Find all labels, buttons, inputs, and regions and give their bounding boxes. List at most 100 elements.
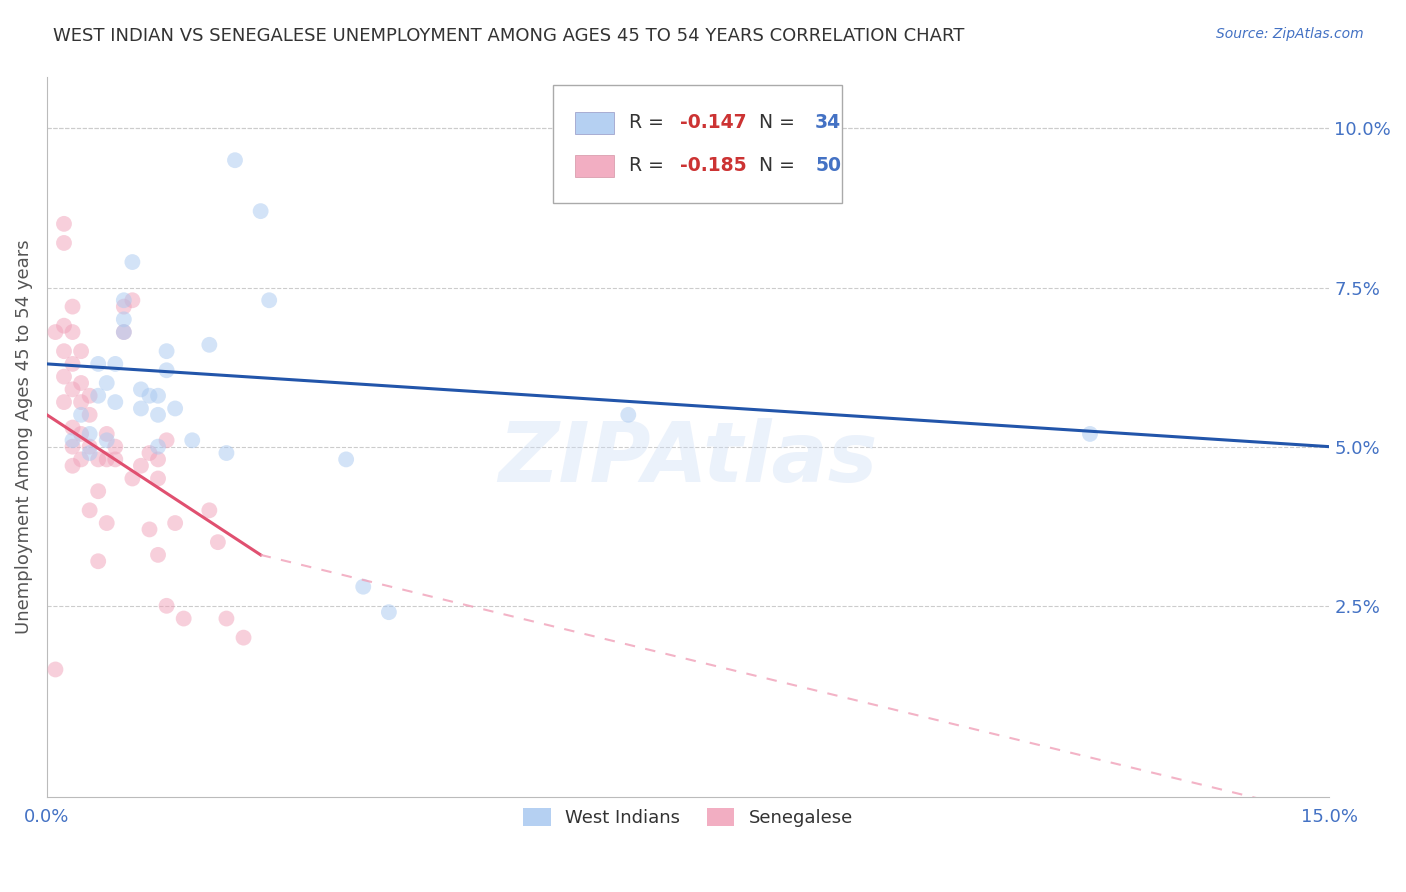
Point [104, 452, 127, 467]
Point [79, 426, 101, 441]
Text: N =: N = [747, 113, 801, 132]
Point [62, 325, 84, 339]
Point [87, 357, 110, 371]
Point [224, 153, 246, 168]
Point [79, 408, 101, 422]
Point [138, 389, 160, 403]
Point [198, 503, 221, 517]
FancyBboxPatch shape [554, 85, 842, 203]
Point [1078, 426, 1101, 441]
Point [215, 611, 238, 625]
Text: WEST INDIAN VS SENEGALESE UNEMPLOYMENT AMONG AGES 45 TO 54 YEARS CORRELATION CHA: WEST INDIAN VS SENEGALESE UNEMPLOYMENT A… [53, 27, 965, 45]
Point [70, 395, 93, 409]
Point [70, 452, 93, 467]
Point [87, 389, 110, 403]
Point [96, 516, 118, 530]
Point [62, 440, 84, 454]
Text: -0.185: -0.185 [681, 156, 747, 176]
Point [155, 599, 177, 613]
Point [352, 580, 374, 594]
Point [249, 204, 271, 219]
Point [87, 452, 110, 467]
Text: Source: ZipAtlas.com: Source: ZipAtlas.com [1216, 27, 1364, 41]
Point [62, 357, 84, 371]
Point [62, 383, 84, 397]
Point [129, 383, 152, 397]
Point [257, 293, 280, 308]
Point [138, 523, 160, 537]
Point [96, 434, 118, 448]
Point [165, 516, 187, 530]
Point [112, 293, 135, 308]
Point [378, 605, 401, 619]
Point [53, 344, 76, 359]
Point [96, 452, 118, 467]
Point [87, 484, 110, 499]
Point [146, 440, 169, 454]
Point [62, 420, 84, 434]
Point [155, 434, 177, 448]
Point [138, 446, 160, 460]
Point [62, 434, 84, 448]
Text: 34: 34 [815, 113, 841, 132]
FancyBboxPatch shape [575, 112, 614, 134]
Point [53, 369, 76, 384]
Point [129, 401, 152, 416]
Point [96, 426, 118, 441]
Point [173, 611, 195, 625]
Point [53, 395, 76, 409]
Point [104, 395, 127, 409]
Point [121, 255, 143, 269]
Point [121, 293, 143, 308]
Y-axis label: Unemployment Among Ages 45 to 54 years: Unemployment Among Ages 45 to 54 years [15, 240, 32, 634]
Point [232, 631, 254, 645]
Point [44, 325, 66, 339]
Point [121, 471, 143, 485]
Text: -0.147: -0.147 [681, 113, 747, 132]
Text: N =: N = [747, 156, 801, 176]
Legend: West Indians, Senegalese: West Indians, Senegalese [516, 801, 860, 835]
Point [155, 344, 177, 359]
Point [112, 325, 135, 339]
Point [53, 235, 76, 250]
Point [87, 554, 110, 568]
Point [146, 548, 169, 562]
Point [112, 312, 135, 326]
Point [96, 376, 118, 390]
Point [181, 434, 204, 448]
Text: 50: 50 [815, 156, 841, 176]
Point [198, 338, 221, 352]
Point [70, 408, 93, 422]
Point [53, 217, 76, 231]
Point [112, 300, 135, 314]
Point [146, 389, 169, 403]
Point [215, 446, 238, 460]
Point [207, 535, 229, 549]
Point [53, 318, 76, 333]
Point [62, 458, 84, 473]
Point [129, 458, 152, 473]
Point [79, 389, 101, 403]
Point [112, 325, 135, 339]
Point [146, 408, 169, 422]
Text: ZIPAtlas: ZIPAtlas [499, 418, 877, 500]
Point [44, 663, 66, 677]
Point [617, 408, 640, 422]
Point [79, 446, 101, 460]
FancyBboxPatch shape [575, 155, 614, 177]
Point [62, 300, 84, 314]
Point [70, 426, 93, 441]
Text: R =: R = [628, 113, 671, 132]
Point [79, 440, 101, 454]
Point [155, 363, 177, 377]
Point [104, 440, 127, 454]
Point [70, 344, 93, 359]
Text: R =: R = [628, 156, 671, 176]
Point [104, 357, 127, 371]
Point [335, 452, 357, 467]
Point [79, 503, 101, 517]
Point [165, 401, 187, 416]
Point [146, 452, 169, 467]
Point [146, 471, 169, 485]
Point [70, 376, 93, 390]
